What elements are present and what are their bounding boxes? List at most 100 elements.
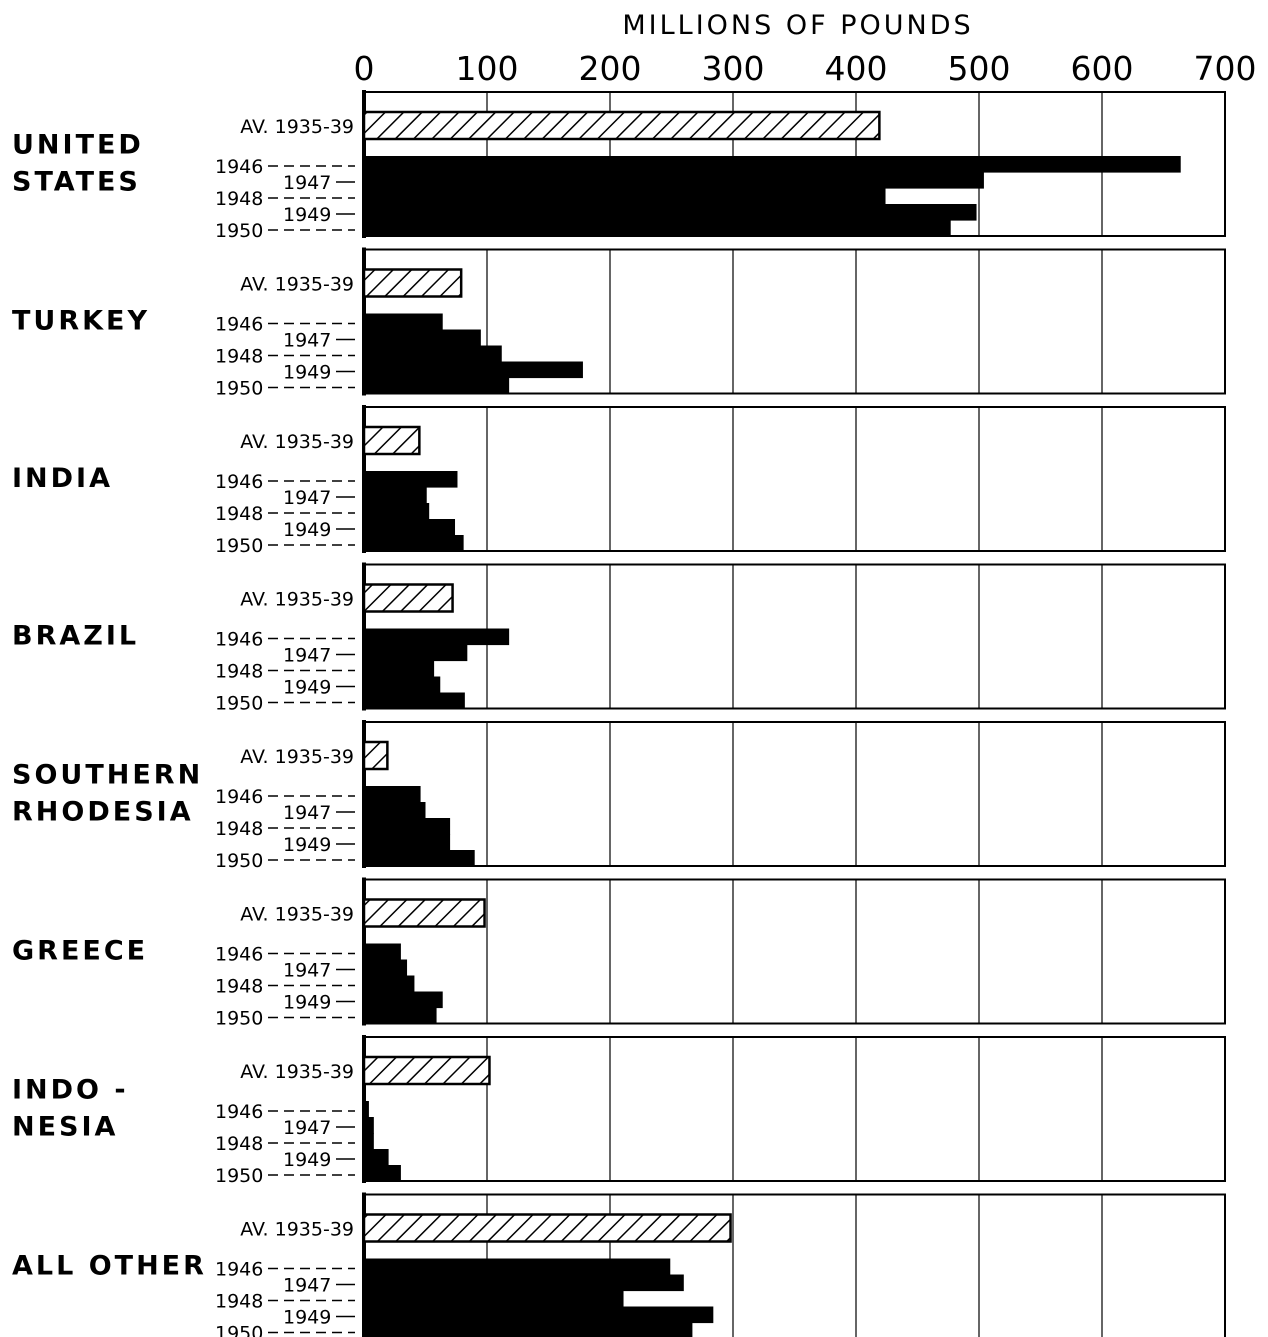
year-bar <box>364 1258 671 1276</box>
year-label: 1948 <box>215 976 263 998</box>
panel-brazil: AV. 1935-39 1946 1947 1948 1949 1950 BRAZIL <box>12 562 1226 715</box>
country-label: TURKEY <box>12 306 150 337</box>
year-bar <box>364 204 977 221</box>
year-bar <box>364 991 443 1009</box>
country-panels: AV. 1935-39 1946 1947 1948 1949 1950 UNITED STA… <box>12 90 1226 1337</box>
year-label: 1947 <box>283 1117 331 1139</box>
average-label: AV. 1935-39 <box>240 589 354 611</box>
year-bar <box>364 692 465 710</box>
panel-southern-rhodesia: AV. 1935-39 1946 1947 1948 1949 1950 SOUTHERN R… <box>12 720 1226 872</box>
average-label: AV. 1935-39 <box>240 1219 354 1241</box>
year-bar <box>364 1274 684 1292</box>
x-tick-label: 100 <box>456 49 519 88</box>
year-bar <box>364 519 456 536</box>
year-bar <box>364 503 430 520</box>
year-label: 1950 <box>215 693 263 715</box>
year-label: 1950 <box>215 535 263 557</box>
panel-turkey: AV. 1935-39 1946 1947 1948 1949 1950 TURKEY <box>12 247 1226 400</box>
year-bar <box>364 535 464 552</box>
year-bar <box>364 329 481 347</box>
year-bar <box>364 1306 714 1324</box>
year-bar <box>364 1290 624 1308</box>
country-label: GREECE <box>12 936 148 967</box>
year-label: 1949 <box>283 362 331 384</box>
year-bar <box>364 786 421 803</box>
year-bar <box>364 1149 389 1166</box>
year-bar <box>364 802 426 819</box>
x-axis-ticks: 0 100 200 300 400 500 600 700 <box>354 49 1257 88</box>
year-bar <box>364 943 401 961</box>
country-label: STATES <box>12 167 141 198</box>
x-tick-label: 700 <box>1194 49 1257 88</box>
year-bar <box>364 644 468 662</box>
panel-all-other: AV. 1935-39 1946 1947 1948 1949 1950 ALL OTHER <box>12 1192 1226 1337</box>
year-label: 1949 <box>283 992 331 1014</box>
year-label: 1947 <box>283 487 331 509</box>
year-bar <box>364 172 984 189</box>
year-label: 1950 <box>215 220 263 242</box>
x-tick-label: 500 <box>948 49 1011 88</box>
average-bar <box>362 1213 732 1243</box>
year-label: 1948 <box>215 1291 263 1313</box>
country-label: RHODESIA <box>12 797 194 828</box>
panel-frame <box>363 406 1226 552</box>
year-bar <box>364 361 583 379</box>
year-label: 1947 <box>283 330 331 352</box>
average-bar <box>362 1055 491 1086</box>
average-bar <box>362 425 421 456</box>
year-label: 1949 <box>283 1307 331 1329</box>
year-bar <box>364 188 886 205</box>
average-bar <box>362 898 486 928</box>
average-bar <box>362 583 454 613</box>
year-bar <box>364 1117 374 1134</box>
year-bar <box>364 660 435 678</box>
year-bar <box>364 487 427 504</box>
x-tick-label: 300 <box>702 49 765 88</box>
year-bar <box>364 628 510 646</box>
country-label: INDIA <box>12 463 113 494</box>
panel-frame <box>363 721 1226 867</box>
year-label: 1946 <box>215 786 263 808</box>
average-label: AV. 1935-39 <box>240 904 354 926</box>
year-bar <box>364 1165 401 1182</box>
year-label: 1948 <box>215 818 263 840</box>
panel-frame <box>363 1036 1226 1182</box>
country-label: BRAZIL <box>12 621 139 652</box>
year-label: 1947 <box>283 172 331 194</box>
year-bar <box>364 156 1181 173</box>
panel-indonesia: AV. 1935-39 1946 1947 1948 1949 1950 INDO - NES… <box>12 1035 1226 1187</box>
year-label: 1949 <box>283 677 331 699</box>
year-label: 1948 <box>215 188 263 210</box>
year-label: 1947 <box>283 802 331 824</box>
country-label: ALL OTHER <box>12 1251 207 1282</box>
year-label: 1950 <box>215 1008 263 1030</box>
year-label: 1947 <box>283 645 331 667</box>
year-label: 1946 <box>215 944 263 966</box>
average-label: AV. 1935-39 <box>240 1061 354 1083</box>
year-bar <box>364 975 415 993</box>
year-label: 1948 <box>215 503 263 525</box>
year-bar <box>364 377 510 395</box>
average-label: AV. 1935-39 <box>240 746 354 768</box>
year-label: 1949 <box>283 204 331 226</box>
year-label: 1947 <box>283 960 331 982</box>
year-label: 1948 <box>215 1133 263 1155</box>
year-bar <box>364 220 951 237</box>
x-tick-label: 200 <box>579 49 642 88</box>
x-axis-title: MILLIONS OF POUNDS <box>622 10 973 41</box>
year-label: 1946 <box>215 314 263 336</box>
panel-united-states: AV. 1935-39 1946 1947 1948 1949 1950 UNITED STA… <box>12 90 1226 242</box>
year-label: 1949 <box>283 519 331 541</box>
year-bar <box>364 834 451 851</box>
year-label: 1950 <box>215 850 263 872</box>
year-bar <box>364 1133 374 1150</box>
average-label: AV. 1935-39 <box>240 116 354 138</box>
year-label: 1948 <box>215 346 263 368</box>
year-bar <box>364 1007 437 1025</box>
year-label: 1950 <box>215 378 263 400</box>
year-bar <box>364 818 451 835</box>
average-bar <box>362 110 881 141</box>
x-tick-label: 600 <box>1071 49 1134 88</box>
year-label: 1950 <box>215 1165 263 1187</box>
